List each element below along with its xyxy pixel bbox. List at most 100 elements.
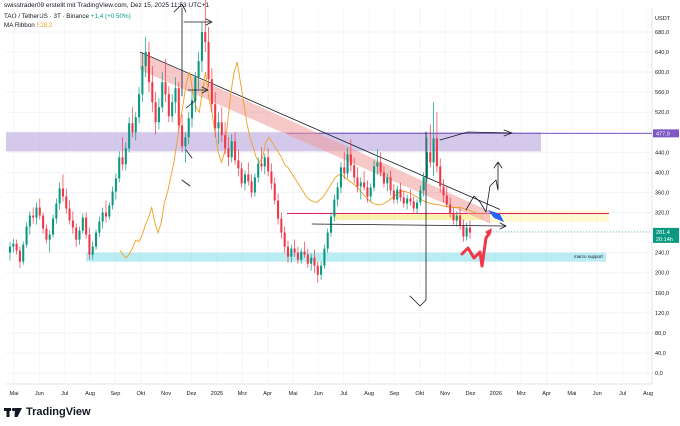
candle-body: [445, 195, 448, 205]
time-axis[interactable]: Mai Jun Jul Aug Sep Okt Nov Dez 2025 Mrz Apr Mai Jun…: [9, 391, 652, 397]
symbol-name[interactable]: TAO / TetherUS · 3T · Binance: [4, 13, 90, 20]
candle-body: [343, 167, 346, 174]
y-tick-label: 400,0: [655, 170, 669, 176]
x-tick-label: Apr: [542, 391, 551, 397]
candle-body: [409, 198, 412, 202]
candle-body: [177, 88, 180, 126]
x-tick-label: Mrz: [238, 391, 248, 397]
y-tick-label: 0,0: [655, 371, 663, 377]
candle-body: [81, 217, 84, 231]
y-tick-label: 80,0: [655, 331, 666, 337]
candle-body: [313, 257, 316, 266]
candle-body: [12, 243, 15, 247]
price-marker: [653, 234, 679, 243]
candle-body: [38, 207, 41, 216]
candle-body: [465, 227, 468, 237]
candle-body: [230, 141, 233, 158]
candle-body: [151, 82, 154, 103]
y-tick-label: 680,0: [655, 30, 669, 36]
arrow-drawing: [311, 222, 507, 230]
x-tick-label: Mrz: [517, 391, 527, 397]
candle-body: [260, 163, 263, 167]
candle-body: [290, 248, 293, 257]
candle-body: [267, 157, 270, 172]
y-tick-label: 160,0: [655, 291, 669, 297]
y-tick-label: 360,0: [655, 190, 669, 196]
down-arrow-drawing: [409, 131, 427, 307]
candle-body: [435, 138, 438, 167]
x-tick-label: Jul: [61, 391, 68, 397]
chart-legend: TAO / TetherUS · 3T · Binance +1,4 (+0,5…: [4, 12, 131, 30]
user-drawings: [173, 3, 513, 307]
candle-body: [303, 251, 306, 255]
candle-body: [439, 166, 442, 187]
candle-body: [386, 177, 389, 184]
candle-body: [320, 265, 323, 275]
y-tick-label: 120,0: [655, 311, 669, 317]
chart-grid: [6, 8, 653, 385]
candle-body: [406, 198, 409, 204]
candle-body: [108, 205, 111, 217]
candle-body: [111, 191, 114, 206]
y-tick-label: 600,0: [655, 70, 669, 76]
candle-body: [141, 66, 144, 95]
red-projection-drawing: [460, 230, 492, 268]
candle-body: [190, 100, 194, 119]
x-tick-label: Jun: [35, 391, 44, 397]
ma-ribbon-line: [119, 61, 479, 259]
candle-body: [293, 248, 296, 253]
chart-header: swisstrader09 erstellt mit TradingView.c…: [4, 2, 210, 9]
projection-drawing: [465, 161, 503, 213]
candle-body: [247, 174, 250, 182]
candle-body: [416, 202, 419, 209]
x-tick-label: Jun: [593, 391, 602, 397]
candle-body: [366, 187, 369, 197]
candle-body: [45, 228, 48, 240]
candle-body: [154, 102, 157, 123]
candle-body: [283, 232, 286, 247]
candle-body: [369, 187, 372, 197]
trend-line: [139, 51, 501, 210]
candle-body: [227, 148, 230, 158]
candle-body: [184, 137, 187, 147]
x-tick-label: Aug: [643, 391, 653, 397]
candle-body: [51, 218, 55, 235]
candle-body: [134, 117, 137, 133]
candle-body: [187, 118, 190, 138]
x-tick-label: Jul: [619, 391, 626, 397]
indicator-value: 528,2: [36, 22, 53, 29]
x-tick-label: Aug: [85, 391, 95, 397]
candle-body: [101, 212, 104, 222]
x-tick-label: Jun: [314, 391, 323, 397]
candle-body: [300, 251, 303, 260]
candle-body: [455, 215, 458, 221]
price-marker: [653, 129, 679, 138]
candle-body: [98, 221, 101, 233]
candle-body: [270, 171, 273, 184]
price-axis[interactable]: 680,0640,0600,0560,0520,0480,0440,0400,0…: [490, 16, 679, 377]
candle-body: [243, 174, 246, 184]
candle-body: [402, 197, 405, 204]
candle-body: [379, 162, 382, 173]
price-marker-label: 281,4: [656, 230, 670, 236]
candle-body: [392, 190, 395, 200]
candle-body: [349, 154, 352, 166]
candle-body: [316, 265, 319, 275]
candle-body: [68, 208, 71, 221]
candle-body: [323, 248, 326, 266]
x-tick-label: 2025: [211, 391, 223, 397]
x-tick-label: 2026: [490, 391, 502, 397]
candle-body: [71, 220, 74, 228]
indicator-name[interactable]: MA Ribbon: [4, 22, 35, 29]
candle-body: [118, 157, 121, 179]
candle-body: [194, 77, 197, 101]
candle-body: [326, 232, 329, 249]
range-zone: [334, 214, 484, 221]
candle-body: [42, 215, 45, 229]
candle-body: [442, 186, 445, 196]
candle-body: [22, 244, 25, 262]
tradingview-footer: TradingView: [4, 406, 91, 418]
price-marker-label: 477,9: [656, 131, 670, 137]
candle-body: [373, 166, 376, 188]
